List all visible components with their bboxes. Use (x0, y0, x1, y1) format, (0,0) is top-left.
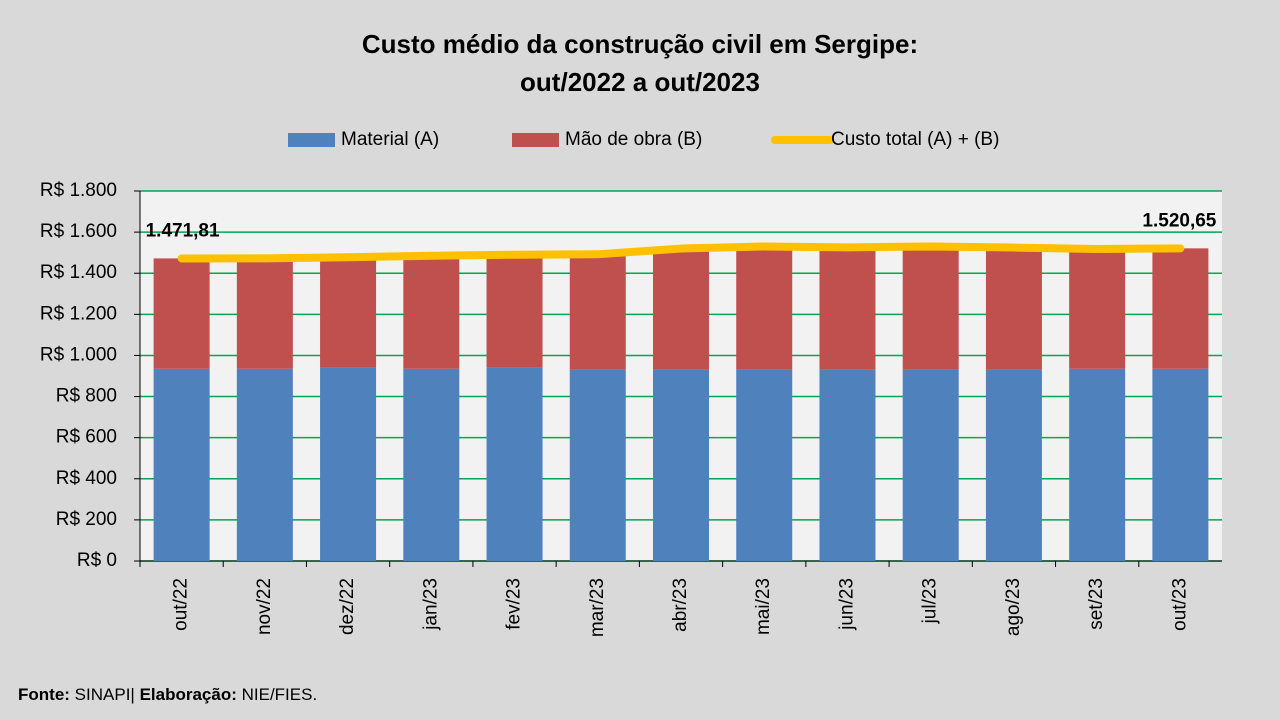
x-tick-label: fev/23 (504, 578, 525, 630)
bar (1069, 248, 1126, 369)
y-tick-label: R$ 600 (56, 427, 117, 448)
bar (1152, 248, 1209, 369)
x-tick-label: nov/22 (254, 578, 275, 635)
x-tick-label: set/23 (1086, 578, 1107, 630)
y-tick-label: R$ 200 (56, 509, 117, 530)
legend-label: Material (A) (341, 129, 439, 150)
line (177, 242, 1185, 263)
bar (320, 257, 377, 368)
data-label: 1.471,81 (146, 220, 220, 241)
bar (653, 248, 709, 370)
bar (1069, 368, 1126, 561)
bar (153, 368, 210, 561)
x-tick-label: abr/23 (670, 578, 691, 632)
bar (403, 368, 460, 561)
y-tick-label: R$ 1.200 (40, 303, 117, 324)
legend-label: Mão de obra (B) (565, 129, 702, 150)
bar (236, 258, 293, 369)
y-tick-label: R$ 800 (56, 386, 117, 407)
bar (902, 246, 959, 370)
bar (819, 369, 876, 561)
bar (902, 369, 959, 561)
bar (1152, 368, 1209, 561)
x-tick-label: dez/22 (337, 578, 358, 635)
source-label: Fonte: (18, 685, 70, 704)
bar (736, 369, 793, 561)
bar (320, 367, 377, 561)
y-tick-label: R$ 0 (77, 550, 117, 571)
chart-title: Custo médio da construção civil em Sergi… (362, 29, 918, 59)
bar (153, 258, 210, 369)
bar (985, 247, 1042, 370)
y-tick-label: R$ 1.400 (40, 262, 117, 283)
bar (486, 367, 543, 561)
x-tick-label: jan/23 (420, 578, 441, 631)
bar (486, 254, 543, 368)
y-tick-label: R$ 400 (56, 468, 117, 489)
legend-swatch (288, 133, 335, 147)
x-tick-label: out/22 (171, 578, 192, 631)
y-tick-label: R$ 1.800 (40, 180, 117, 201)
bar (569, 369, 626, 561)
legend-swatch (512, 133, 559, 147)
legend-label: Custo total (A) + (B) (831, 129, 999, 150)
x-tick-label: ago/23 (1003, 578, 1024, 636)
x-tick-label: mar/23 (587, 578, 608, 637)
source-note: Fonte: SINAPI| Elaboração: NIE/FIES. (18, 685, 317, 704)
credit-label: Elaboração: (140, 685, 237, 704)
bar (819, 247, 876, 370)
bar (653, 369, 709, 561)
x-tick-label: out/23 (1169, 578, 1190, 631)
y-tick-label: R$ 1.600 (40, 221, 117, 242)
chart-title: out/2022 a out/2023 (520, 67, 760, 97)
credit: NIE/FIES. (242, 685, 318, 704)
bar (236, 368, 293, 561)
x-tick-label: jul/23 (920, 578, 941, 624)
bar (985, 369, 1042, 561)
bar (736, 246, 793, 370)
y-tick-label: R$ 1.000 (40, 344, 117, 365)
bar (569, 254, 626, 370)
x-tick-label: mai/23 (753, 578, 774, 635)
bar (403, 255, 460, 369)
source: SINAPI| (75, 685, 135, 704)
data-label: 1.520,65 (1142, 210, 1216, 231)
x-tick-label: jun/23 (836, 578, 857, 631)
